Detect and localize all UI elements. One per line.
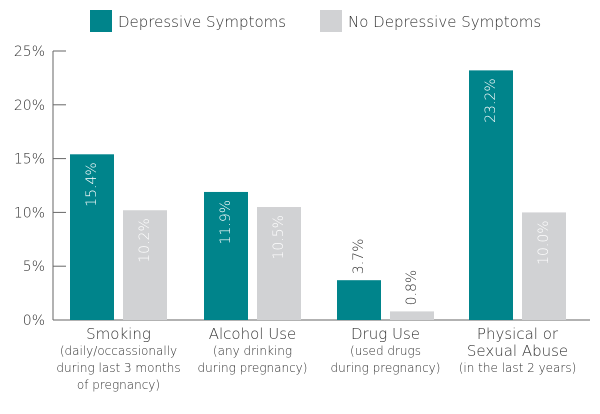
y-tick-label: 5% <box>23 259 45 275</box>
bar <box>123 210 167 320</box>
bar <box>257 207 301 320</box>
category-label: of pregnancy) <box>77 378 160 392</box>
category-label: Sexual Abuse <box>467 342 568 360</box>
category-label: (used drugs <box>350 344 421 358</box>
category-label: Drug Use <box>351 325 420 343</box>
data-label: 15.4% <box>84 162 100 206</box>
category-label: during pregnancy) <box>198 361 308 375</box>
y-tick-label: 25% <box>14 44 45 60</box>
data-label: 10.0% <box>536 220 552 264</box>
legend-label: Depressive Symptoms <box>118 13 286 31</box>
legend-swatch <box>90 10 112 32</box>
category-label: during last 3 months <box>56 361 180 375</box>
data-label: 23.2% <box>483 78 499 122</box>
y-tick-label: 20% <box>14 98 45 114</box>
category-label: (daily/occassionally <box>60 344 177 358</box>
bar <box>390 311 434 320</box>
y-tick-label: 0% <box>23 313 45 329</box>
data-label: 0.8% <box>404 270 420 306</box>
y-tick-label: 10% <box>14 205 45 221</box>
data-label: 10.2% <box>137 218 153 262</box>
category-label: during pregnancy) <box>331 361 441 375</box>
y-tick-label: 15% <box>14 152 45 168</box>
data-label: 3.7% <box>351 239 367 275</box>
bar <box>522 212 566 320</box>
bar <box>337 280 381 320</box>
data-label: 11.9% <box>218 200 234 244</box>
bar <box>469 70 513 320</box>
category-label: Physical or <box>477 325 559 343</box>
bar <box>70 154 114 320</box>
legend-swatch <box>320 10 342 32</box>
category-label: Smoking <box>86 325 151 343</box>
category-label: Alcohol Use <box>209 325 297 343</box>
data-label: 10.5% <box>271 215 287 259</box>
bar <box>204 191 248 320</box>
category-label: (in the last 2 years) <box>459 361 577 375</box>
category-label: (any drinking <box>213 344 292 358</box>
legend-label: No Depressive Symptoms <box>348 13 541 31</box>
